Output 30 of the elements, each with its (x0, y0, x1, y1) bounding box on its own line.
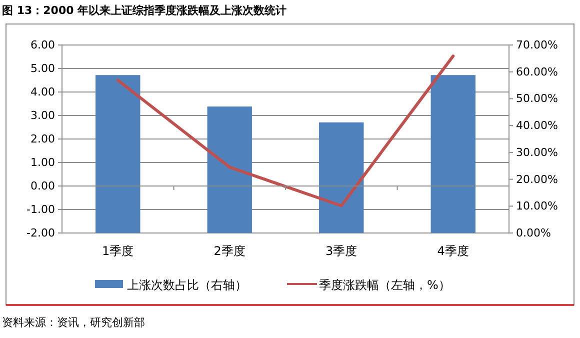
y2-tick-label: 40.00% (516, 119, 558, 132)
bar (207, 106, 252, 233)
y-tick-label: 3.00 (30, 109, 55, 122)
bar (430, 75, 476, 233)
bar (96, 75, 140, 233)
y-tick-label: 5.00 (30, 62, 55, 76)
y2-tick-label: 20.00% (516, 172, 558, 186)
line-series (116, 54, 455, 208)
y-tick-label: -1.00 (26, 203, 55, 216)
y2-tick-label: 60.00% (516, 65, 558, 78)
y-tick-label: 0.00 (30, 180, 55, 193)
text: 资料来源：资讯，研究创新部 (2, 316, 145, 329)
y-tick-label: 6.00 (30, 38, 55, 52)
chart-title: 图 13：2000 年以来上证综指季度涨跌幅及上涨次数统计 (2, 4, 287, 17)
legend-label: 上涨次数占比（右轴） (127, 278, 247, 292)
x-tick-label: 2季度 (214, 244, 246, 258)
y2-tick-label: 70.00% (516, 38, 558, 52)
x-tick-label: 1季度 (102, 244, 134, 258)
y2-tick-label: 30.00% (516, 146, 558, 159)
x-tick-label: 4季度 (437, 244, 469, 258)
y-tick-label: -2.00 (26, 226, 55, 240)
y2-tick-label: 0.00% (516, 226, 551, 240)
legend-label: 季度涨跌幅（左轴，%） (319, 278, 450, 292)
y-tick-label: 2.00 (30, 132, 55, 146)
y-tick-label: 4.00 (30, 86, 55, 99)
bar (319, 122, 364, 233)
y2-tick-label: 50.00% (516, 92, 558, 106)
y-tick-label: 1.00 (30, 156, 55, 170)
x-tick-label: 3季度 (326, 244, 358, 258)
y2-tick-label: 10.00% (516, 200, 558, 213)
